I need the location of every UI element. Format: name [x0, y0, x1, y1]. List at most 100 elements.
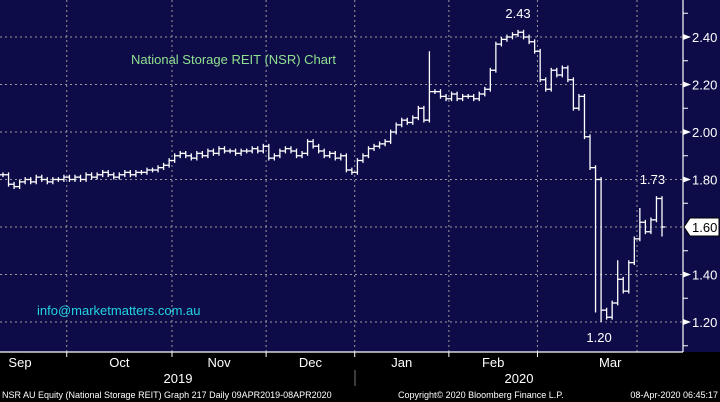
month-label: Nov — [207, 355, 231, 370]
ohlc-bar — [620, 276, 627, 294]
ohlc-bar — [465, 94, 472, 99]
ohlc-bar — [470, 94, 477, 102]
ohlc-bar — [265, 143, 272, 161]
ohlc-bar — [542, 77, 549, 92]
ohlc-bar — [498, 37, 505, 47]
ohlc-bar — [271, 153, 278, 161]
ohlc-bar — [387, 129, 394, 144]
ohlc-bar — [603, 307, 610, 320]
ohlc-bar — [492, 41, 499, 73]
y-tick-label: 2.40 — [692, 30, 717, 45]
ohlc-bar — [83, 172, 90, 182]
ohlc-bar — [232, 148, 239, 156]
footer-copyright: Copyright© 2020 Bloomberg Finance L.P. — [398, 390, 564, 400]
ohlc-bar — [16, 179, 23, 189]
price-annotation: 1.73 — [640, 172, 665, 187]
ohlc-bar — [598, 177, 605, 322]
ohlc-bar — [221, 146, 228, 154]
ohlc-bar — [332, 151, 339, 161]
x-axis: Sep Oct Nov Dec Jan Feb Mar — [8, 352, 622, 370]
ohlc-bar — [570, 77, 577, 111]
ohlc-bar — [66, 174, 73, 182]
ohlc-bar — [177, 151, 184, 159]
year-label-2019: 2019 — [164, 371, 193, 386]
ohlc-bar — [132, 170, 139, 178]
ohlc-bar — [99, 170, 106, 178]
last-price-tag — [683, 217, 720, 237]
ohlc-bar — [5, 172, 12, 187]
ohlc-bar — [110, 172, 117, 180]
ohlc-bar — [642, 219, 649, 235]
ohlc-bar — [531, 39, 538, 54]
ohlc-bar — [548, 67, 555, 92]
ohlc-bar — [304, 139, 311, 156]
ohlc-bar — [293, 148, 300, 159]
ohlc-bar — [326, 151, 333, 159]
ohlc-bar — [55, 177, 62, 182]
ohlc-bar — [376, 141, 383, 149]
y-tick-label: 1.20 — [692, 315, 717, 330]
ohlc-bar — [515, 29, 522, 37]
gridlines — [0, 0, 683, 352]
chart-title: National Storage REIT (NSR) Chart — [131, 52, 336, 67]
price-annotation: 2.43 — [505, 6, 530, 21]
ohlc-bar — [343, 153, 350, 173]
ohlc-bar — [210, 148, 217, 156]
ohlc-bar — [27, 177, 34, 185]
ohlc-bar — [315, 143, 322, 154]
ohlc-bar — [299, 151, 306, 159]
annotations: 2.43 1.73 1.20 — [505, 6, 665, 345]
ohlc-bar — [321, 148, 328, 159]
ohlc-bar — [160, 162, 167, 170]
ohlc-bar — [448, 91, 455, 102]
month-label: Mar — [599, 355, 622, 370]
ohlc-bar — [121, 170, 128, 178]
ohlc-bar — [60, 174, 67, 182]
ohlc-bar — [215, 146, 222, 156]
ohlc-bar — [276, 148, 283, 159]
ohlc-bar — [337, 153, 344, 161]
ohlc-bar — [415, 105, 422, 121]
ohlc-bar — [647, 217, 654, 235]
ohlc-bar — [659, 196, 665, 237]
ohlc-bar — [227, 148, 234, 154]
ohlc-bar — [487, 67, 494, 92]
ohlc-bar — [143, 167, 150, 175]
ohlc-bar — [625, 260, 632, 294]
ohlc-bar — [454, 91, 461, 102]
footer-security: NSR AU Equity (National Storage REIT) Gr… — [2, 390, 332, 400]
ohlc-bar — [254, 146, 261, 154]
ohlc-bar — [127, 170, 134, 178]
month-label: Jan — [391, 355, 412, 370]
ohlc-bar — [249, 146, 256, 154]
ohlc-bar — [310, 139, 317, 149]
ohlc-bar — [105, 170, 112, 178]
ohlc-bar — [155, 165, 162, 173]
ohlc-bar — [193, 151, 200, 161]
ohlc-bar — [537, 48, 544, 83]
ohlc-bar — [38, 174, 45, 182]
y-tick-label: 2.00 — [692, 125, 717, 140]
ohlc-bar — [22, 177, 29, 185]
ohlc-bar — [77, 174, 84, 182]
ohlc-bar — [71, 174, 78, 182]
ohlc-bar — [592, 165, 599, 313]
ohlc-bar — [481, 86, 488, 97]
ohlc-bar — [260, 143, 267, 154]
ohlc-bar — [0, 172, 6, 178]
plot-background — [0, 0, 720, 352]
ohlc-bar — [11, 181, 18, 189]
ohlc-bar — [49, 177, 56, 185]
ohlc-bar — [587, 134, 594, 170]
ohlc-bar — [609, 300, 616, 320]
y-tick-label: 2.20 — [692, 78, 717, 93]
ohlc-bar — [653, 196, 660, 223]
ohlc-bar — [459, 94, 466, 102]
ohlc-bar — [371, 143, 378, 151]
ohlc-bar — [243, 148, 250, 154]
ohlc-bar — [282, 146, 289, 154]
ohlc-bar — [138, 170, 145, 175]
ohlc-bar — [382, 139, 389, 147]
ohlc-bar — [182, 151, 189, 159]
